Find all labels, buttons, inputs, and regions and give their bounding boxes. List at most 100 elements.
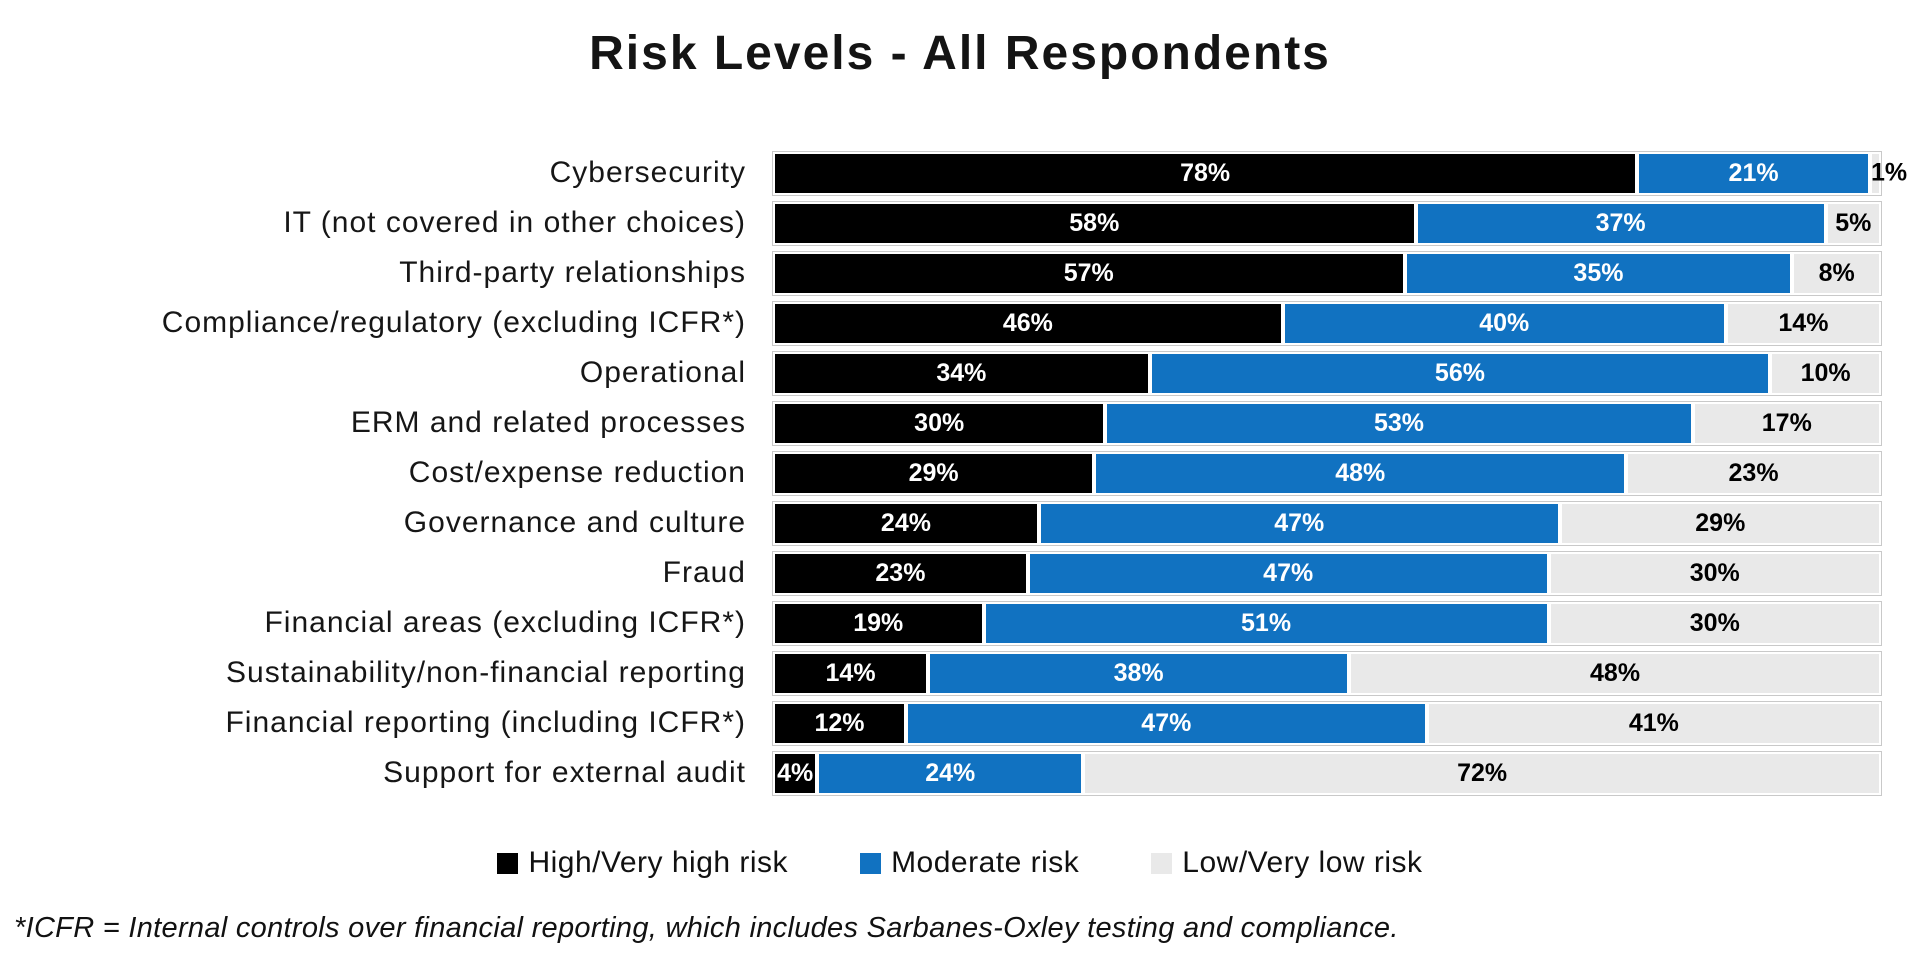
value-label: 29%: [1695, 508, 1746, 537]
bar-segment-low: 5%: [1825, 201, 1881, 245]
value-label: 48%: [1335, 458, 1386, 487]
bar-segment-high: 78%: [773, 151, 1638, 195]
bar-segment-high: 30%: [773, 401, 1106, 445]
chart-row: Fraud 23% 47% 30%: [0, 548, 1882, 598]
bar-segment-moderate: 40%: [1282, 301, 1726, 345]
value-label: 8%: [1818, 258, 1855, 287]
legend-label-low: Low/Very low risk: [1182, 846, 1423, 879]
chart-row: Financial reporting (including ICFR*) 12%…: [0, 698, 1882, 748]
bar-segment-low: 10%: [1770, 351, 1881, 395]
bar-segment-high: 4%: [773, 751, 818, 795]
chart-row: Cost/expense reduction 29% 48% 23%: [0, 448, 1882, 498]
value-label: 21%: [1728, 158, 1779, 187]
value-label: 53%: [1373, 408, 1425, 437]
value-label: 34%: [936, 358, 987, 387]
bar-track: 12% 47% 41%: [772, 700, 1882, 746]
chart-row: Financial areas (excluding ICFR*) 19% 51% 3…: [0, 598, 1882, 648]
bar-track: 23% 47% 30%: [772, 550, 1882, 596]
legend: High/Very high risk Moderate risk Low/Ve…: [0, 846, 1920, 880]
bar-segment-low: [1869, 151, 1881, 195]
bar-segment-high: 29%: [773, 451, 1095, 495]
bar-segment-high: 14%: [773, 651, 929, 695]
value-label: 17%: [1761, 408, 1812, 437]
value-label: 24%: [880, 508, 931, 537]
bar-track: 46% 40% 14%: [772, 300, 1882, 346]
value-label: 37%: [1595, 208, 1646, 237]
bar-segment-moderate: 47%: [1038, 501, 1560, 545]
value-label: 23%: [1728, 458, 1779, 487]
value-label: 19%: [853, 608, 904, 637]
bar-segment-low: 41%: [1426, 701, 1881, 745]
chart-row: Governance and culture 24% 47% 29%: [0, 498, 1882, 548]
chart-row: Cybersecurity 78% 21% 1%: [0, 148, 1907, 198]
bar-track: 14% 38% 48%: [772, 650, 1882, 696]
value-label: 35%: [1573, 258, 1624, 287]
legend-swatch-moderate: [860, 852, 882, 874]
legend-label-high: High/Very high risk: [528, 846, 789, 879]
category-label: Compliance/regulatory (excluding ICFR*): [161, 306, 746, 339]
category-label: Financial reporting (including ICFR*): [225, 706, 746, 739]
bar-segment-moderate: 47%: [905, 701, 1427, 745]
value-label: 58%: [1069, 208, 1120, 237]
value-label: 12%: [814, 708, 865, 737]
bar-segment-moderate: 38%: [928, 651, 1350, 695]
bar-segment-high: 23%: [773, 551, 1028, 595]
bar-segment-high: 34%: [773, 351, 1150, 395]
value-label: 23%: [875, 558, 926, 587]
category-label: Support for external audit: [383, 756, 746, 789]
bar-segment-high: 58%: [773, 201, 1416, 245]
value-label: 51%: [1241, 608, 1292, 637]
bar-segment-low: 29%: [1559, 501, 1881, 545]
category-label: Sustainability/non-financial reporting: [226, 656, 746, 689]
bar-track: 30% 53% 17%: [772, 400, 1882, 446]
value-label: 48%: [1590, 658, 1641, 687]
value-label: 30%: [1689, 608, 1740, 637]
legend-swatch-low: [1151, 852, 1173, 874]
bar-segment-high: 57%: [773, 251, 1405, 295]
value-label: 4%: [777, 758, 814, 787]
value-label: 78%: [1180, 158, 1231, 187]
value-label: 47%: [1263, 558, 1314, 587]
value-label: 14%: [825, 658, 876, 687]
bar-segment-moderate: 21%: [1637, 151, 1870, 195]
chart-row: ERM and related processes 30% 53% 17%: [0, 398, 1882, 448]
value-label: 5%: [1835, 208, 1872, 237]
value-label: 41%: [1628, 708, 1679, 737]
bar-segment-low: 48%: [1349, 651, 1881, 695]
bar-segment-moderate: 47%: [1027, 551, 1549, 595]
legend-swatch-high: [497, 852, 519, 874]
bar-track: 34% 56% 10%: [772, 350, 1882, 396]
category-label: Governance and culture: [403, 506, 746, 539]
bar-track: 29% 48% 23%: [772, 450, 1882, 496]
legend-label-moderate: Moderate risk: [891, 846, 1080, 879]
bar-segment-low: 23%: [1626, 451, 1881, 495]
bar-segment-high: 19%: [773, 601, 984, 645]
bar-segment-high: 24%: [773, 501, 1039, 545]
bar-chart: Cybersecurity 78% 21% 1% IT (not covered in …: [0, 148, 1907, 798]
category-label: Third-party relationships: [399, 256, 746, 289]
bar-segment-moderate: 35%: [1404, 251, 1793, 295]
value-label: 30%: [914, 408, 965, 437]
value-label: 72%: [1457, 758, 1508, 787]
bar-track: 58% 37% 5%: [772, 200, 1882, 246]
bar-segment-low: 8%: [1792, 251, 1881, 295]
bar-segment-moderate: 53%: [1105, 401, 1693, 445]
chart-row: Support for external audit 4% 24% 72%: [0, 748, 1882, 798]
page-title: Risk Levels - All Respondents: [589, 27, 1331, 80]
legend-item-low: Low/Very low risk: [1151, 846, 1422, 880]
value-label: 56%: [1434, 358, 1485, 387]
value-label: 57%: [1063, 258, 1114, 287]
value-label: 29%: [908, 458, 959, 487]
category-label: Cybersecurity: [549, 156, 746, 189]
category-label: Fraud: [662, 556, 746, 589]
bar-segment-low: 72%: [1083, 751, 1881, 795]
bar-segment-low: 17%: [1692, 401, 1881, 445]
category-label: Operational: [579, 356, 746, 389]
chart-row: Compliance/regulatory (excluding ICFR*) 4…: [0, 298, 1882, 348]
bar-track: 4% 24% 72%: [772, 750, 1882, 796]
bar-segment-moderate: 37%: [1415, 201, 1826, 245]
value-label: 10%: [1800, 358, 1851, 387]
value-label: 24%: [925, 758, 976, 787]
value-label: 1%: [1871, 158, 1908, 187]
bar-segment-moderate: 56%: [1149, 351, 1771, 395]
